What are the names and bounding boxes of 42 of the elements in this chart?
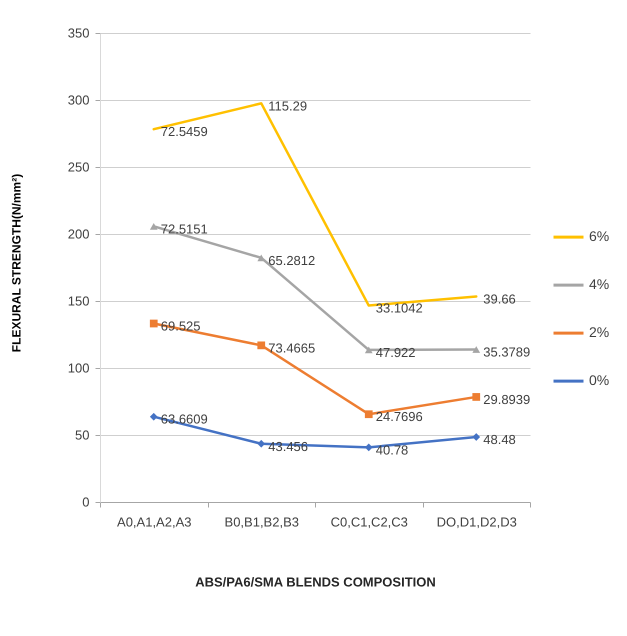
x-tick-label: C0,C1,C2,C3 [330,514,408,530]
data-label: 40.78 [376,442,408,458]
annotation: 24.7696 [376,409,423,424]
point [150,412,158,421]
annotation: 72.5151 [160,221,208,236]
data-label: 48.48 [483,432,516,448]
legend-label: 0% [589,372,610,388]
point [150,320,158,328]
annotation: 47.922 [376,344,416,360]
annotation: 35.3789 [483,344,530,360]
annotation: 72.5459 [160,124,208,140]
annotation: 33.1042 [376,300,423,316]
legend-label: 6% [589,228,610,244]
point [150,223,158,230]
y-tick-label: 0 [82,494,90,510]
legend-label: 2% [589,324,610,340]
annotation: 65.2812 [268,252,316,268]
point [364,346,373,354]
x-axis-title: ABS/PA6/SMA BLENDS COMPOSITION [195,574,436,590]
point [472,393,480,401]
point [364,410,373,418]
y-tick-label: 100 [68,360,90,376]
x-tick-label: A0,A1,A2,A3 [117,514,192,530]
annotation: 73.4665 [268,340,316,356]
x-tick-label: DO,D1,D2,D3 [436,514,517,530]
point [472,433,480,441]
annotation: 39.66 [483,291,516,306]
y-tick-label: 300 [68,92,90,108]
legend-label: 4% [589,276,610,292]
y-tick-label: 350 [68,26,90,40]
y-tick-label: 200 [68,226,90,242]
point [472,346,480,353]
y-tick-label: 250 [68,160,90,174]
annotation: 115.29 [268,98,308,114]
y-axis-title: FLEXURAL STRENGTH(N/mm²) [10,174,24,352]
data-label: 63.6609 [160,412,208,427]
y-tick-label: 150 [68,294,90,308]
annotation: 29.8939 [483,392,530,407]
point [257,440,266,448]
y-tick-label: 50 [75,428,90,442]
point [257,341,266,350]
x-tick-label: B0,B1,B2,B3 [224,514,299,530]
